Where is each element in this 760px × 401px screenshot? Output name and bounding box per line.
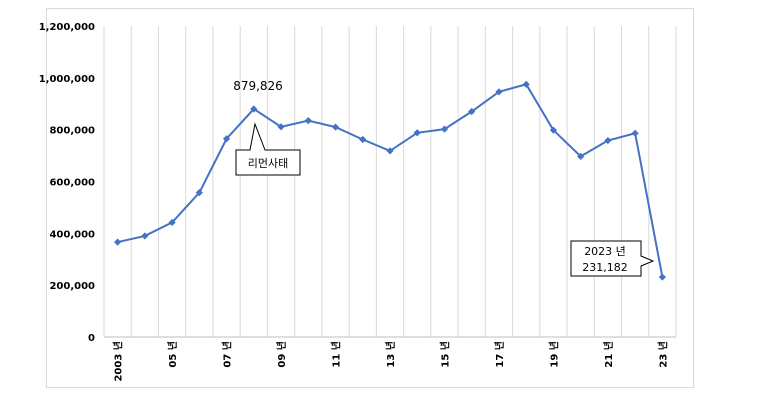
event-callout-label: 리먼사태 (248, 157, 288, 170)
y-tick-label: 800,000 (49, 126, 95, 137)
x-tick-label: 05 년 (166, 341, 179, 368)
data-point (631, 129, 639, 137)
data-point (468, 107, 476, 116)
event-callout-box (235, 122, 301, 176)
x-axis-ticks: 2003 년 05 년 07 년 09 년 11 년 13 년 15 년 17 년 19 년 21… (112, 341, 670, 382)
peak-value-label: 879,826 (233, 79, 283, 93)
data-point (577, 152, 585, 160)
data-point (522, 80, 530, 88)
y-tick-label: 200,000 (49, 281, 95, 292)
data-point (359, 135, 367, 144)
y-axis-ticks: 0 200,000 400,000 600,000 800,000 1,000,000 1,… (39, 22, 95, 344)
data-point (549, 126, 558, 134)
x-tick-label: 19 년 (547, 341, 560, 368)
last-point-callout-year: 2023 년 (584, 245, 626, 258)
y-tick-label: 1,000,000 (39, 74, 95, 85)
last-point-callout-box (570, 240, 655, 277)
x-tick-label: 09 년 (275, 341, 288, 368)
data-point (222, 135, 231, 143)
y-tick-label: 400,000 (49, 229, 95, 240)
data-point (304, 116, 312, 125)
x-tick-label: 2003 년 (112, 341, 125, 382)
data-point (250, 105, 258, 113)
data-point (168, 218, 176, 227)
y-tick-label: 0 (88, 333, 95, 344)
x-tick-label: 21 년 (602, 341, 615, 368)
data-point (440, 125, 449, 133)
x-tick-label: 17 년 (493, 341, 506, 368)
data-point (495, 88, 503, 96)
gridlines (103, 26, 677, 338)
x-tick-label: 07 년 (221, 341, 234, 368)
data-point (114, 238, 122, 246)
chart-frame (46, 8, 694, 388)
y-tick-label: 600,000 (49, 178, 95, 189)
last-point-callout-value: 231,182 (582, 261, 628, 274)
data-point (386, 147, 394, 155)
data-point (277, 123, 285, 131)
data-point (195, 189, 203, 197)
data-point (141, 232, 149, 240)
data-point (604, 136, 612, 145)
x-tick-label: 13 년 (384, 341, 397, 368)
y-tick-label: 1,200,000 (39, 22, 95, 33)
data-point (331, 123, 340, 131)
data-point (413, 129, 421, 137)
data-points (114, 80, 666, 281)
x-tick-label: 11 년 (330, 341, 343, 368)
data-point (658, 273, 666, 281)
x-tick-label: 23 년 (656, 341, 669, 368)
x-tick-label: 15 년 (438, 341, 451, 368)
